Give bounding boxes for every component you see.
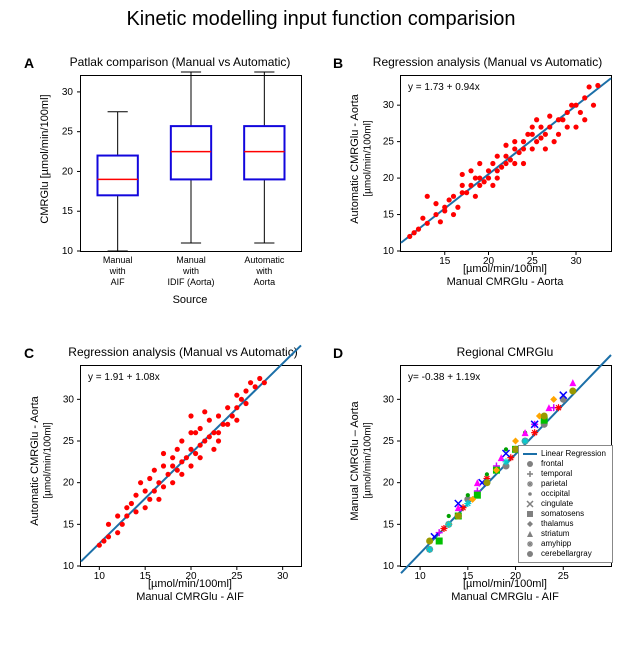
svg-text:with: with [109, 266, 126, 276]
xlabel-c: [µmol/min/100ml] [80, 578, 300, 590]
panel-letter-b: B [333, 55, 343, 71]
legend-item-line: Linear Regression [523, 449, 608, 459]
svg-text:10: 10 [63, 561, 75, 572]
legend-d: Linear Regressionfrontaltemporalparietal… [518, 445, 613, 563]
svg-text:30: 30 [383, 394, 395, 405]
svg-text:20: 20 [383, 173, 395, 184]
xlabel-a: Source [80, 294, 300, 306]
plot-area-b: 152025301015202530 [400, 75, 612, 252]
plot-area-a: 1015202530ManualwithAIFManualwithIDIF (A… [80, 75, 302, 252]
panel-title-a: Patlak comparison (Manual vs Automatic) [60, 55, 300, 69]
svg-text:AIF: AIF [111, 277, 126, 287]
svg-text:25: 25 [63, 436, 75, 447]
svg-text:15: 15 [383, 210, 395, 221]
svg-text:25: 25 [383, 137, 395, 148]
ylabel-d: Manual CMRGlu – Aorta [349, 371, 361, 551]
panel-title-b: Regression analysis (Manual vs Automatic… [350, 55, 625, 69]
xlabel-d: [µmol/min/100ml] [400, 578, 610, 590]
main-title: Kinetic modelling input function compari… [0, 8, 642, 31]
svg-text:with: with [182, 266, 199, 276]
legend-item: temporal [523, 469, 608, 479]
legend-item: occipital [523, 489, 608, 499]
legend-item: striatum [523, 529, 608, 539]
legend-item: cingulate [523, 499, 608, 509]
scatter-svg-b: 152025301015202530 [401, 76, 611, 251]
plot-area-c: 10152025301015202530 [80, 365, 302, 567]
xlabel2-c: Manual CMRGlu - AIF [80, 591, 300, 603]
svg-text:10: 10 [383, 561, 395, 572]
ylabel-c: Automatic CMRGlu - Aorta [29, 371, 41, 551]
xlabel-b: [µmol/min/100ml] [400, 263, 610, 275]
legend-item: thalamus [523, 519, 608, 529]
equation-c: y = 1.91 + 1.08x [88, 372, 160, 383]
legend-item: somatosens [523, 509, 608, 519]
xlabel2-b: Manual CMRGlu - Aorta [400, 276, 610, 288]
svg-text:20: 20 [383, 478, 395, 489]
svg-text:25: 25 [62, 127, 74, 138]
legend-item: amyhipp [523, 539, 608, 549]
legend-item: parietal [523, 479, 608, 489]
panel-letter-a: A [24, 55, 34, 71]
scatter-svg-c: 10152025301015202530 [81, 366, 301, 566]
equation-d: y= -0.38 + 1.19x [408, 372, 480, 383]
svg-text:25: 25 [383, 436, 395, 447]
svg-text:20: 20 [62, 166, 74, 177]
panel-letter-c: C [24, 345, 34, 361]
ylabel2-c: [µmol/min/100ml] [43, 371, 54, 551]
svg-text:15: 15 [62, 206, 74, 217]
svg-text:15: 15 [383, 519, 395, 530]
svg-text:Aorta: Aorta [254, 277, 276, 287]
ylabel-a: CMRGlu [µmol/min/100ml] [39, 69, 51, 249]
equation-b: y = 1.73 + 0.94x [408, 82, 480, 93]
figure: Kinetic modelling input function compari… [0, 0, 642, 645]
legend-item: cerebellargray [523, 549, 608, 559]
svg-text:15: 15 [63, 519, 75, 530]
svg-text:Manual: Manual [176, 255, 206, 265]
svg-text:IDIF (Aorta): IDIF (Aorta) [167, 277, 214, 287]
svg-text:30: 30 [63, 394, 75, 405]
svg-text:10: 10 [62, 246, 74, 257]
xlabel2-d: Manual CMRGlu - AIF [400, 591, 610, 603]
svg-text:10: 10 [383, 246, 395, 257]
panel-title-d: Regional CMRGlu [400, 345, 610, 359]
svg-text:20: 20 [63, 478, 75, 489]
legend-item: frontal [523, 459, 608, 469]
boxplot-svg: 1015202530ManualwithAIFManualwithIDIF (A… [81, 76, 301, 251]
svg-text:Manual: Manual [103, 255, 133, 265]
ylabel2-b: [µmol/min/100ml] [363, 69, 374, 249]
svg-text:with: with [255, 266, 272, 276]
ylabel2-d: [µmol/min/100ml] [363, 371, 374, 551]
svg-text:Automatic: Automatic [244, 255, 285, 265]
panel-title-c: Regression analysis (Manual vs Automatic… [48, 345, 318, 359]
svg-text:30: 30 [62, 87, 74, 98]
ylabel-b: Automatic CMRGlu - Aorta [349, 69, 361, 249]
svg-text:30: 30 [383, 100, 395, 111]
panel-letter-d: D [333, 345, 343, 361]
